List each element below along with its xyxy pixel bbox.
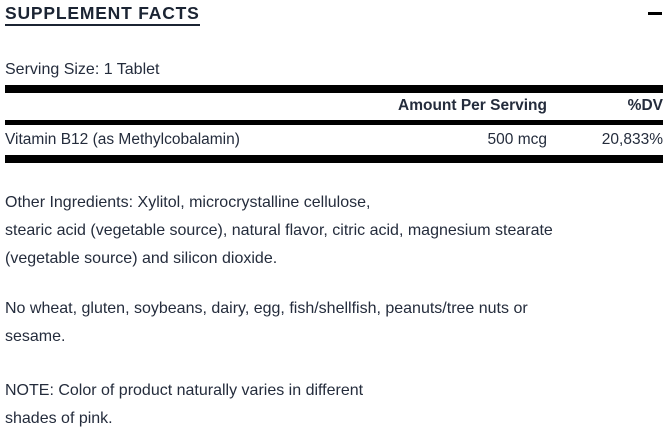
section-title: SUPPLEMENT FACTS — [5, 3, 200, 26]
table-header-row: Amount Per Serving %DV — [5, 93, 663, 120]
allergen-statement-paragraph: No wheat, gluten, soybeans, dairy, egg, … — [5, 295, 663, 351]
serving-size-label: Serving Size: 1 Tablet — [5, 60, 160, 78]
table-top-rule — [5, 84, 663, 93]
section-header: SUPPLEMENT FACTS — [5, 3, 663, 26]
color-note-paragraph: NOTE: Color of product naturally varies … — [5, 377, 663, 428]
allergen-line: No wheat, gluten, soybeans, dairy, egg, … — [5, 299, 528, 317]
table-bottom-rule — [5, 154, 663, 163]
other-ingredients-line: (vegetable source) and silicon dioxide. — [5, 249, 278, 267]
table-row-vitamin-b12: Vitamin B12 (as Methylcobalamin) 500 mcg… — [5, 125, 663, 155]
note-line: NOTE: Color of product naturally varies … — [5, 381, 364, 399]
other-ingredients-line: Other Ingredients: Xylitol, microcrystal… — [5, 193, 371, 211]
table-header-rule — [5, 119, 663, 125]
note-line: shades of pink. — [5, 409, 113, 427]
allergen-line: sesame. — [5, 327, 66, 345]
header-percent-dv: %DV — [627, 97, 663, 114]
nutrient-dv: 20,833% — [601, 130, 663, 148]
header-amount-per-serving: Amount Per Serving — [398, 97, 547, 114]
collapse-minus-icon[interactable] — [648, 12, 662, 15]
nutrient-name: Vitamin B12 (as Methylcobalamin) — [5, 130, 240, 148]
other-ingredients-line: stearic acid (vegetable source), natural… — [5, 221, 553, 239]
other-ingredients-paragraph: Other Ingredients: Xylitol, microcrystal… — [5, 189, 663, 273]
nutrient-amount: 500 mcg — [487, 130, 547, 148]
